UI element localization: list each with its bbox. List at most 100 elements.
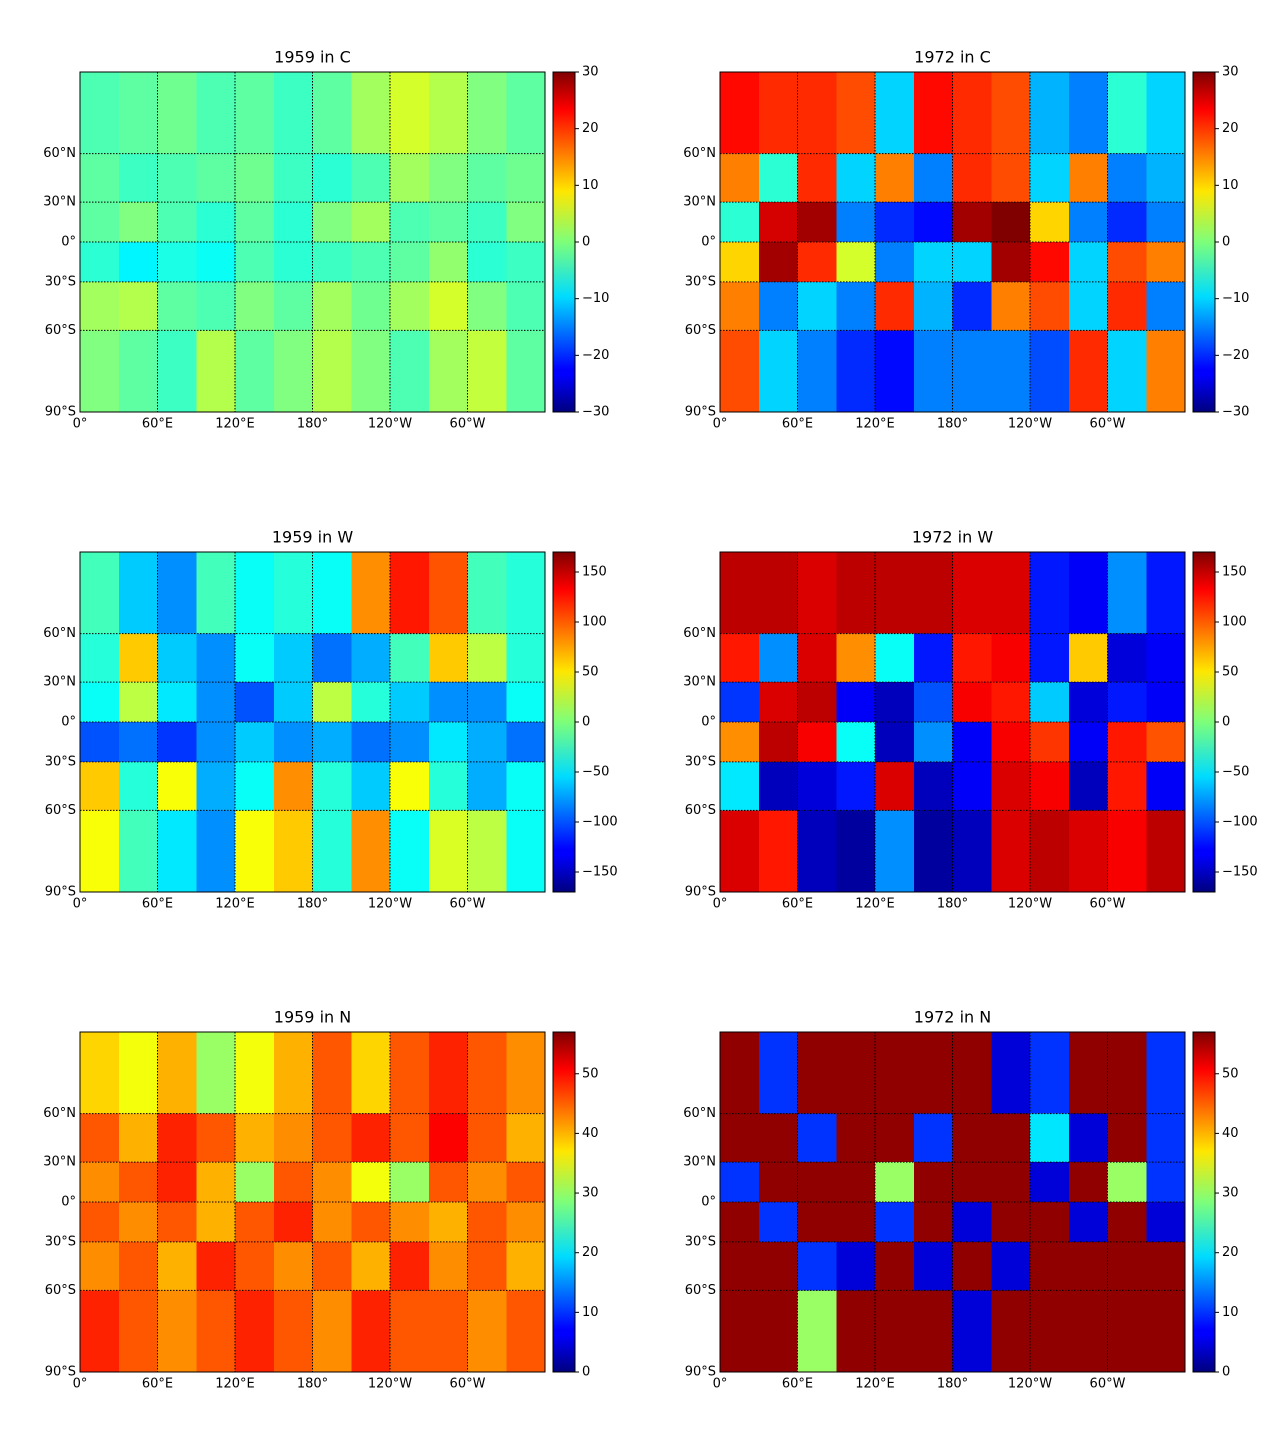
heat-cell: [428, 153, 468, 203]
heat-cell: [467, 1290, 507, 1373]
heat-cell: [273, 202, 313, 243]
heat-cell: [913, 330, 953, 413]
heat-cell: [390, 1202, 430, 1243]
x-tick-label: 60°W: [1090, 417, 1126, 432]
colorbar-tick-label: 20: [582, 121, 599, 136]
heat-cell: [390, 810, 430, 893]
heat-cell: [952, 202, 992, 243]
heat-cell: [273, 1202, 313, 1243]
heat-cell: [991, 552, 1031, 635]
heat-cell: [273, 242, 313, 283]
heat-cell: [467, 761, 507, 811]
panel-title: 1959 in C: [274, 48, 351, 67]
colorbar: [1192, 1031, 1216, 1373]
heat-cell: [428, 72, 468, 155]
x-tick-label: 60°E: [782, 1377, 813, 1392]
heat-cell: [312, 761, 352, 811]
heat-cell: [952, 153, 992, 203]
heat-cell: [952, 1202, 992, 1243]
heat-cell: [1030, 761, 1070, 811]
heat-cell: [351, 330, 391, 413]
heat-cell: [720, 1202, 760, 1243]
x-tick-label: 60°E: [142, 897, 173, 912]
heat-cell: [157, 1241, 197, 1291]
heat-cell: [157, 1162, 197, 1203]
heat-cell: [196, 1113, 236, 1163]
heat-cell: [467, 1162, 507, 1203]
heat-cell: [913, 1241, 953, 1291]
heat-cell: [1068, 633, 1108, 683]
heat-cell: [720, 1290, 760, 1373]
map-frame: [79, 551, 546, 893]
heat-cell: [797, 1113, 837, 1163]
map-frame: [79, 1031, 546, 1373]
heat-cell: [467, 552, 507, 635]
heat-cell: [952, 722, 992, 763]
heat-cell: [1068, 552, 1108, 635]
heat-cell: [196, 633, 236, 683]
heat-cell: [913, 242, 953, 283]
heat-cell: [118, 72, 158, 155]
heat-cell: [758, 682, 798, 723]
heat-cell: [1068, 330, 1108, 413]
heat-cell: [118, 682, 158, 723]
heat-cell: [1030, 552, 1070, 635]
colorbar-tick-label: 0: [1222, 1365, 1230, 1380]
heat-cell: [428, 1162, 468, 1203]
heat-cell: [351, 242, 391, 283]
y-tick-label: 30°S: [685, 1234, 716, 1249]
heat-cell: [720, 242, 760, 283]
heat-cell: [758, 722, 798, 763]
heat-cell: [758, 761, 798, 811]
heat-cell: [196, 202, 236, 243]
heat-cell: [312, 1241, 352, 1291]
colorbar: [1192, 71, 1216, 413]
heat-cell: [351, 1113, 391, 1163]
heat-cell: [80, 202, 120, 243]
heat-cell: [80, 153, 120, 203]
heat-cell: [1107, 202, 1147, 243]
heat-cell: [312, 281, 352, 331]
heat-cell: [467, 810, 507, 893]
heat-cell: [235, 722, 275, 763]
x-tick-label: 0°: [713, 417, 728, 432]
heat-cell: [1030, 810, 1070, 893]
heat-cell: [390, 761, 430, 811]
heat-cell: [1146, 330, 1186, 413]
heat-cell: [80, 281, 120, 331]
heat-cell: [80, 1032, 120, 1115]
heat-cell: [157, 72, 197, 155]
heat-cell: [952, 1290, 992, 1373]
heat-cell: [1068, 761, 1108, 811]
heat-cell: [506, 281, 546, 331]
colorbar-tick-label: 30: [582, 65, 599, 80]
heat-cell: [913, 552, 953, 635]
y-tick-label: 60°S: [45, 803, 76, 818]
heat-cell: [1068, 1290, 1108, 1373]
x-tick-label: 60°W: [450, 1377, 486, 1392]
map-frame: [719, 551, 1186, 893]
x-tick-label: 120°W: [1008, 1377, 1052, 1392]
heat-cell: [312, 1113, 352, 1163]
heat-cell: [1146, 1032, 1186, 1115]
heat-cell: [758, 281, 798, 331]
map-frame: [719, 71, 1186, 413]
heat-cell: [991, 1290, 1031, 1373]
x-tick-label: 120°E: [215, 897, 255, 912]
heat-cell: [196, 761, 236, 811]
heat-cell: [467, 202, 507, 243]
heat-cell: [991, 1032, 1031, 1115]
heat-cell: [351, 722, 391, 763]
heat-cell: [1107, 1202, 1147, 1243]
y-tick-label: 30°S: [685, 274, 716, 289]
y-tick-label: 30°S: [45, 754, 76, 769]
heat-cell: [467, 330, 507, 413]
heat-cell: [758, 72, 798, 155]
heat-cell: [196, 810, 236, 893]
heat-cell: [875, 810, 915, 893]
heat-cell: [1030, 153, 1070, 203]
heat-cell: [80, 633, 120, 683]
heat-cell: [80, 1113, 120, 1163]
heat-cell: [952, 1241, 992, 1291]
heat-cell: [235, 1162, 275, 1203]
